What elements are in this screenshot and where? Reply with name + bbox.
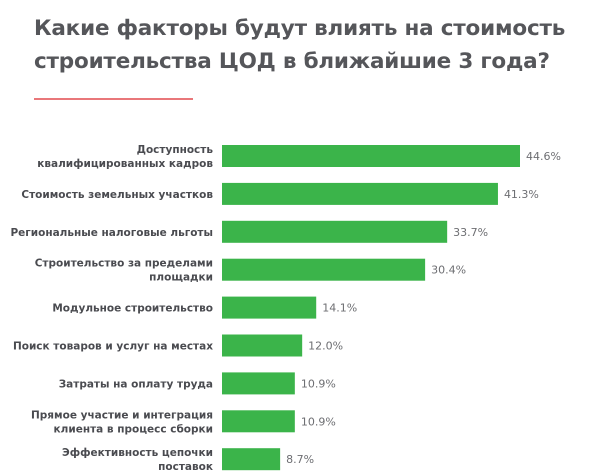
category-label-1-line-1: Доступность: [137, 144, 214, 156]
category-label-3: Региональные налоговые льготы: [10, 227, 213, 239]
category-label-8-line-2: клиента в процесс сборки: [54, 423, 213, 435]
category-label-7: Затраты на оплату труда: [59, 378, 213, 390]
category-label-5: Модульное строительство: [52, 303, 213, 315]
category-label-3-line-1: Региональные налоговые льготы: [10, 227, 213, 239]
category-label-1-line-2: квалифицированных кадров: [37, 158, 213, 170]
value-label-5: 14.1%: [322, 302, 357, 315]
category-label-9-line-1: Эффективность цепочки: [62, 447, 213, 459]
chart-title-line-2: строительства ЦОД в ближайшие 3 года?: [34, 49, 550, 74]
bar-8: [222, 410, 295, 433]
category-label-4-line-2: площадки: [149, 272, 213, 284]
category-label-2: Стоимость земельных участков: [21, 189, 213, 201]
bar-4: [222, 258, 426, 281]
category-label-8-line-1: Прямое участие и интеграция: [31, 409, 213, 421]
chart-title-line-1: Какие факторы будут влиять на стоимость: [34, 16, 566, 41]
bar-3: [222, 220, 448, 243]
category-label-4-line-1: Строительство за пределами: [35, 258, 213, 270]
value-label-7: 10.9%: [301, 377, 336, 390]
value-label-4: 30.4%: [431, 264, 466, 277]
value-label-9: 8.7%: [286, 453, 314, 466]
category-label-5-line-1: Модульное строительство: [52, 303, 213, 315]
category-label-9: Эффективность цепочки поставок: [62, 447, 213, 472]
category-label-7-line-1: Затраты на оплату труда: [59, 378, 213, 390]
category-label-9-line-2: поставок: [158, 461, 213, 472]
category-label-1: Доступность квалифицированных кадров: [37, 144, 213, 170]
category-label-6: Поиск товаров и услуг на местах: [13, 341, 213, 353]
category-label-6-line-1: Поиск товаров и услуг на местах: [13, 341, 213, 353]
category-label-8: Прямое участие и интеграция клиента в про…: [31, 409, 213, 435]
bar-7: [222, 372, 295, 395]
bar-5: [222, 296, 317, 319]
bar-6: [222, 334, 303, 357]
chart-title: Какие факторы будут влиять на стоимость …: [34, 12, 594, 78]
value-label-1: 44.6%: [526, 150, 561, 163]
value-label-2: 41.3%: [504, 188, 539, 201]
bar-2: [222, 182, 498, 205]
bar-9: [222, 448, 281, 471]
value-label-8: 10.9%: [301, 415, 336, 428]
title-accent-line: [34, 98, 193, 100]
bar-1: [222, 145, 520, 167]
category-label-2-line-1: Стоимость земельных участков: [21, 189, 213, 201]
category-label-4: Строительство за пределами площадки: [35, 258, 213, 284]
value-label-3: 33.7%: [453, 226, 488, 239]
value-label-6: 12.0%: [308, 340, 343, 353]
